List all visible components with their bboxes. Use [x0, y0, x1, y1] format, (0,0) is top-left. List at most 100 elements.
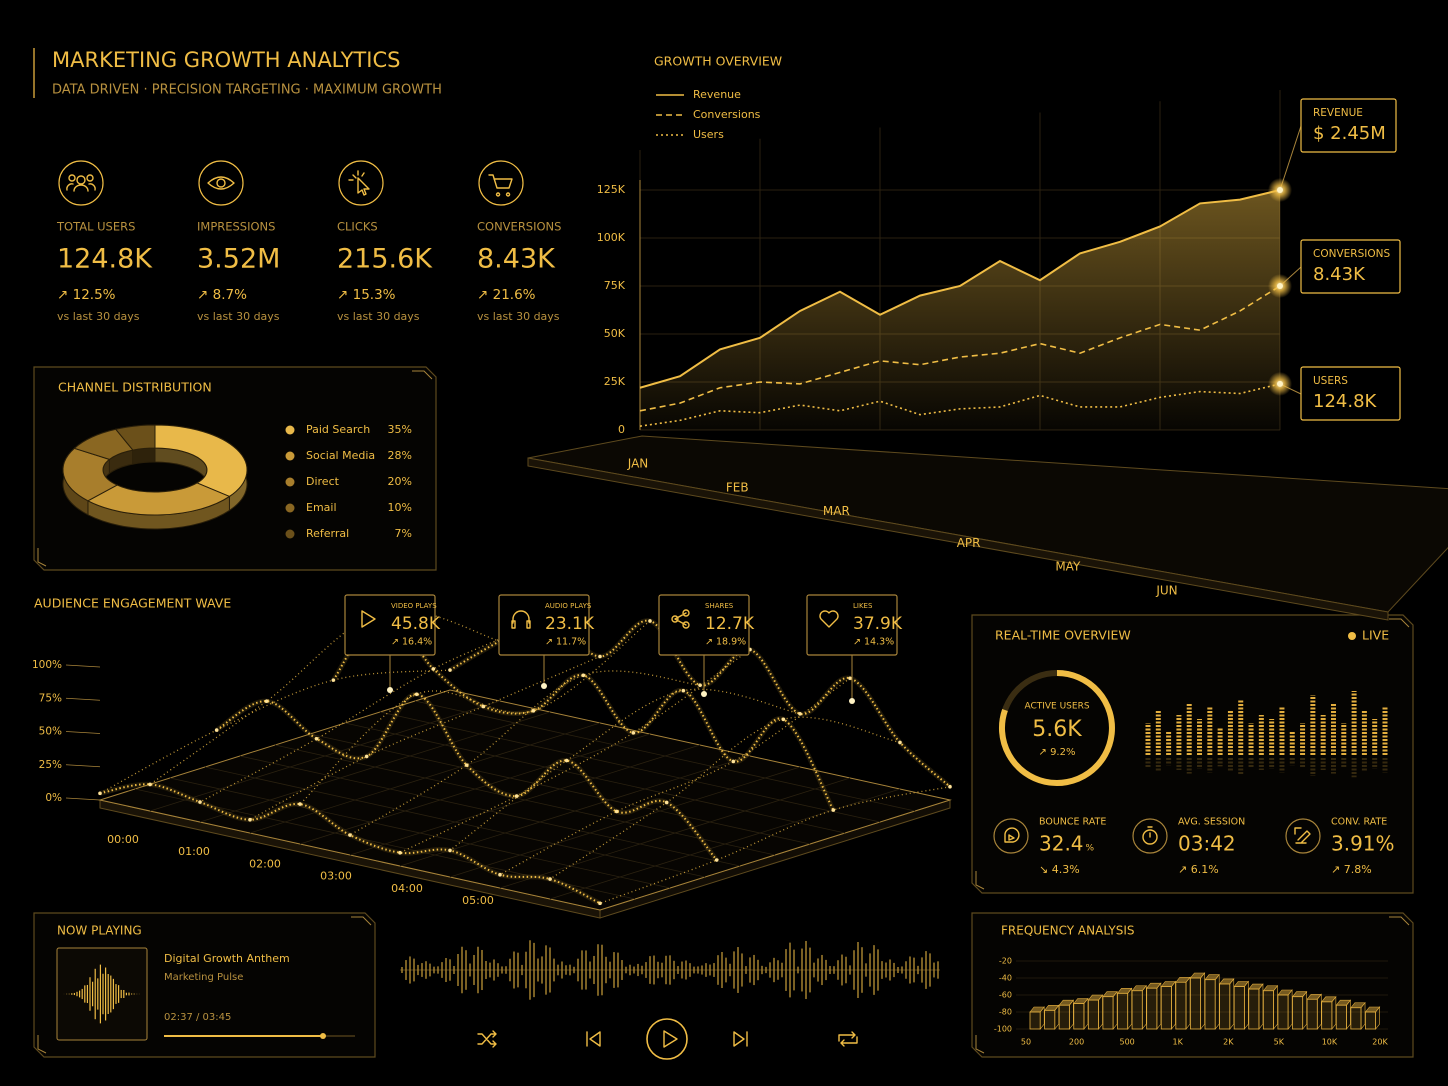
bar-front: [1117, 992, 1129, 1030]
play-button-ring[interactable]: [646, 1018, 688, 1060]
surface-point: [514, 794, 519, 798]
panel-corner: [37, 548, 47, 567]
kpi-label: IMPRESSIONS: [197, 220, 275, 234]
surface-point: [681, 688, 686, 693]
callout-anchor: [541, 683, 547, 689]
surface-point: [598, 654, 602, 659]
kpi-icon: [207, 176, 235, 190]
kpi-label: CLICKS: [337, 220, 378, 234]
bar-side: [1083, 997, 1089, 1030]
track-time: 02:37 / 03:45: [164, 1012, 231, 1023]
bar-front: [1190, 977, 1202, 1030]
series-line: [639, 383, 1281, 427]
kpi-change: ↗ 15.3%: [337, 287, 396, 303]
x-tick-label: 50: [1021, 1038, 1031, 1047]
active-value: 5.6K: [1032, 717, 1082, 742]
kpi-icon: [66, 174, 96, 192]
surface-point: [464, 763, 469, 767]
kpi-change: ↗ 8.7%: [197, 287, 247, 303]
live-dot: [1348, 632, 1356, 640]
surface-point: [414, 692, 419, 697]
bar-front: [1335, 1004, 1347, 1030]
y-tick-label: 75K: [604, 279, 626, 292]
x-tick-label: APR: [957, 536, 981, 550]
bar-side: [1229, 978, 1235, 1030]
legend-label: Users: [693, 128, 724, 141]
metric-value: 03:42: [1178, 832, 1236, 856]
y-tick-label: -100: [994, 1025, 1012, 1034]
callout-icon: [819, 610, 839, 628]
surface-point: [314, 736, 319, 741]
surface-point: [614, 809, 619, 814]
shuffle-button[interactable]: [477, 1030, 497, 1048]
previous-button[interactable]: [586, 1031, 601, 1047]
bar-front: [1248, 988, 1260, 1030]
x-tick-label: 200: [1069, 1038, 1084, 1047]
panel-corner: [37, 1035, 47, 1054]
surface-point: [664, 800, 669, 805]
legend-value: 35%: [388, 423, 412, 436]
x-tick-label: 5K: [1274, 1038, 1285, 1047]
live-status: LIVE: [1362, 628, 1389, 643]
bar-side: [1171, 980, 1176, 1030]
surface-point: [848, 676, 852, 681]
kpi-change: ↗ 12.5%: [57, 287, 116, 303]
cover-art: [56, 947, 148, 1041]
grid-line: [65, 664, 101, 668]
surface-point: [548, 877, 552, 881]
surface-column: [99, 669, 451, 794]
y-tick-label: -20: [999, 957, 1012, 966]
repeat-button[interactable]: [838, 1031, 858, 1047]
end-point: [1277, 187, 1283, 193]
kpi-note: vs last 30 days: [337, 310, 420, 323]
kpi-note: vs last 30 days: [477, 310, 560, 323]
callout-label: LIKES: [853, 602, 873, 610]
donut-inner-side: [132, 447, 156, 465]
x-tick-label: FEB: [726, 480, 749, 494]
play-button[interactable]: [663, 1030, 678, 1048]
metric-icon-ring: [1132, 818, 1168, 854]
next-button[interactable]: [733, 1031, 748, 1047]
bar-front: [1365, 1011, 1377, 1030]
grid-line: [65, 731, 101, 734]
panel-corner: [1389, 916, 1410, 926]
y-tick-label: 50K: [604, 327, 626, 340]
metric-icon-ring: [993, 818, 1029, 854]
x-tick-label: JUN: [1155, 584, 1177, 598]
callout-change: ↗ 18.9%: [705, 637, 746, 648]
surface-point: [214, 728, 219, 732]
track-artist: Marketing Pulse: [164, 972, 243, 983]
bar-front: [1204, 979, 1216, 1030]
x-tick-label: MAY: [1055, 560, 1081, 574]
bar-side: [1112, 990, 1118, 1030]
surface-row: [332, 610, 835, 811]
callout-change: ↗ 16.4%: [391, 637, 432, 648]
metric-label: BOUNCE RATE: [1039, 817, 1106, 828]
legend-dot: [285, 477, 295, 487]
callout-box: [658, 594, 750, 656]
annotation-label: USERS: [1313, 375, 1348, 387]
panel-corner: [412, 370, 433, 380]
surface-point: [598, 901, 602, 906]
kpi-note: vs last 30 days: [57, 310, 140, 323]
annotation-box: [1300, 98, 1397, 153]
callout-label: VIDEO PLAYS: [391, 602, 437, 610]
kpi-value: 8.43K: [477, 244, 556, 275]
kpi-value: 124.8K: [57, 244, 153, 275]
surface-point: [531, 709, 536, 713]
callout-anchor: [701, 691, 707, 697]
bar-front: [1292, 996, 1304, 1030]
surface-point: [648, 619, 652, 623]
surface-column: [149, 609, 501, 785]
bar-side: [1214, 973, 1220, 1030]
callout-icon: [511, 610, 531, 629]
donut-segment: [86, 482, 231, 516]
bar-front: [1146, 987, 1158, 1030]
surface-point: [781, 717, 786, 722]
callout-value: 45.8K: [391, 614, 441, 634]
kpi-icon-ring: [58, 160, 104, 206]
bar-front: [1058, 1004, 1070, 1030]
panel-corner: [975, 1035, 985, 1054]
bar-front: [1262, 990, 1274, 1030]
bar-side: [1069, 999, 1074, 1030]
